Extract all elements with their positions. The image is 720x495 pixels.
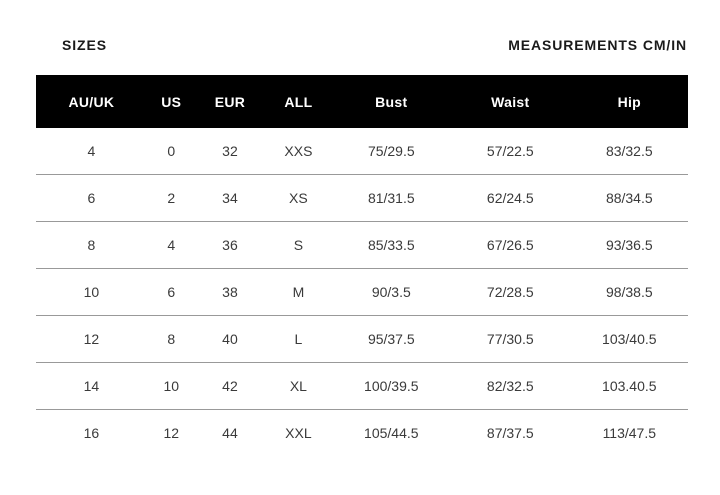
column-header-bust: Bust bbox=[332, 75, 450, 128]
table-cell: 105/44.5 bbox=[332, 409, 450, 456]
table-cell: 72/28.5 bbox=[449, 268, 571, 316]
table-cell: 34 bbox=[195, 174, 265, 222]
table-cell: 67/26.5 bbox=[449, 221, 571, 269]
table-row: 10 6 38 M 90/3.5 72/28.5 98/38.5 bbox=[36, 268, 688, 316]
sizes-heading: SIZES bbox=[62, 37, 107, 53]
table-cell: 4 bbox=[87, 143, 96, 159]
table-cell: 8 bbox=[146, 315, 196, 363]
table-row: 6 2 34 XS 81/31.5 62/24.5 88/34.5 bbox=[36, 174, 688, 222]
table-cell: 12 bbox=[36, 315, 147, 363]
table-row: 12 8 40 L 95/37.5 77/30.5 103/40.5 bbox=[36, 315, 688, 363]
table-cell: 2 bbox=[146, 174, 196, 222]
table-cell: 6 bbox=[36, 174, 147, 222]
table-cell: 95/37.5 bbox=[332, 315, 450, 363]
table-cell: XXS bbox=[284, 143, 313, 159]
measurements-heading: MEASUREMENTS CM/IN bbox=[508, 37, 687, 53]
table-cell: 85/33.5 bbox=[332, 221, 450, 269]
table-cell: 88/34.5 bbox=[570, 174, 688, 222]
table-cell: 16 bbox=[36, 409, 147, 456]
table-cell: 103.40.5 bbox=[570, 362, 688, 410]
table-cell: 62/24.5 bbox=[449, 174, 571, 222]
table-cell: XL bbox=[264, 362, 333, 410]
table-cell: 40 bbox=[195, 315, 265, 363]
table-cell: 38 bbox=[195, 268, 265, 316]
table-row: 4 0 32 XXS 75/29.5 57/22.5 83/32.5 bbox=[36, 128, 688, 175]
column-header-hip: Hip bbox=[570, 75, 688, 128]
table-cell: 93/36.5 bbox=[570, 221, 688, 269]
column-header-waist: Waist bbox=[449, 75, 571, 128]
table-cell: 12 bbox=[146, 409, 196, 456]
table-cell: 81/31.5 bbox=[332, 174, 450, 222]
table-cell: 44 bbox=[195, 409, 265, 456]
table-cell: 6 bbox=[146, 268, 196, 316]
table-cell: 42 bbox=[195, 362, 265, 410]
table-cell: 36 bbox=[195, 221, 265, 269]
table-cell: 8 bbox=[36, 221, 147, 269]
table-cell: 103/40.5 bbox=[570, 315, 688, 363]
column-header-eur: EUR bbox=[195, 75, 265, 128]
table-cell: XXL bbox=[264, 409, 333, 456]
table-header-row: AU/UK US EUR ALL Bust Waist Hip bbox=[36, 75, 688, 128]
table-cell: L bbox=[264, 315, 333, 363]
size-chart-table: AU/UK US EUR ALL Bust Waist Hip 4 0 32 X… bbox=[36, 75, 688, 456]
table-cell: 82/32.5 bbox=[449, 362, 571, 410]
table-cell: 90/3.5 bbox=[332, 268, 450, 316]
table-cell: 83/32.5 bbox=[605, 143, 653, 159]
table-cell: 10 bbox=[36, 268, 147, 316]
table-cell: 75/29.5 bbox=[367, 143, 415, 159]
table-cell: 100/39.5 bbox=[332, 362, 450, 410]
table-cell: 98/38.5 bbox=[570, 268, 688, 316]
table-cell: XS bbox=[264, 174, 333, 222]
table-cell: M bbox=[264, 268, 333, 316]
table-cell: S bbox=[264, 221, 333, 269]
table-cell: 57/22.5 bbox=[486, 143, 534, 159]
table-row: 16 12 44 XXL 105/44.5 87/37.5 113/47.5 bbox=[36, 409, 688, 456]
table-cell: 14 bbox=[36, 362, 147, 410]
column-header-au-uk: AU/UK bbox=[36, 75, 147, 128]
table-row: 8 4 36 S 85/33.5 67/26.5 93/36.5 bbox=[36, 221, 688, 269]
table-cell: 77/30.5 bbox=[449, 315, 571, 363]
table-cell: 10 bbox=[146, 362, 196, 410]
table-cell: 113/47.5 bbox=[570, 409, 688, 456]
table-cell: 4 bbox=[146, 221, 196, 269]
column-header-us: US bbox=[146, 75, 196, 128]
table-row: 14 10 42 XL 100/39.5 82/32.5 103.40.5 bbox=[36, 362, 688, 410]
column-header-all: ALL bbox=[264, 75, 333, 128]
table-cell: 87/37.5 bbox=[449, 409, 571, 456]
table-cell: 32 bbox=[222, 143, 238, 159]
table-cell: 0 bbox=[167, 143, 176, 159]
chart-headings: SIZES MEASUREMENTS CM/IN bbox=[62, 37, 687, 53]
